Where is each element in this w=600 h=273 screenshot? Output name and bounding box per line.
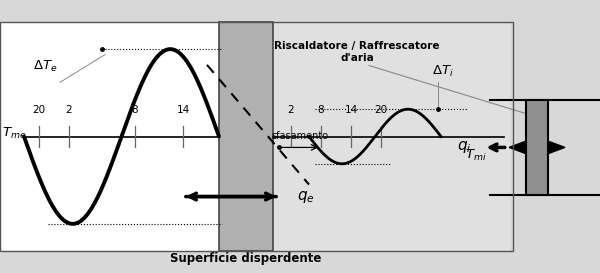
Text: $\Delta T_i$: $\Delta T_i$ [432, 64, 454, 79]
Bar [526, 100, 548, 195]
Bar [273, 22, 600, 251]
Text: 20: 20 [374, 105, 388, 115]
Bar [510, 0, 600, 273]
Text: $q_e$: $q_e$ [297, 189, 315, 204]
Bar [0, 22, 513, 251]
Text: 8: 8 [317, 105, 325, 115]
Text: $\Delta T_e$: $\Delta T_e$ [33, 59, 58, 74]
Bar [0, 22, 219, 251]
Text: 8: 8 [131, 105, 139, 115]
Text: sfasamento: sfasamento [271, 130, 329, 141]
Text: 2: 2 [65, 105, 73, 115]
Text: $T_{me}$: $T_{me}$ [2, 126, 27, 141]
Bar [219, 22, 273, 251]
Text: $q_i$: $q_i$ [457, 140, 472, 155]
Polygon shape [548, 141, 565, 153]
Text: 14: 14 [176, 105, 190, 115]
Text: 2: 2 [287, 105, 295, 115]
Text: 14: 14 [344, 105, 358, 115]
Polygon shape [509, 141, 526, 153]
Text: 20: 20 [32, 105, 46, 115]
Text: Superficie disperdente: Superficie disperdente [170, 252, 322, 265]
Text: $T_{mi}$: $T_{mi}$ [465, 147, 487, 162]
Bar [513, 22, 600, 251]
Text: Riscaldatore / Raffrescatore
d'aria: Riscaldatore / Raffrescatore d'aria [274, 41, 440, 63]
